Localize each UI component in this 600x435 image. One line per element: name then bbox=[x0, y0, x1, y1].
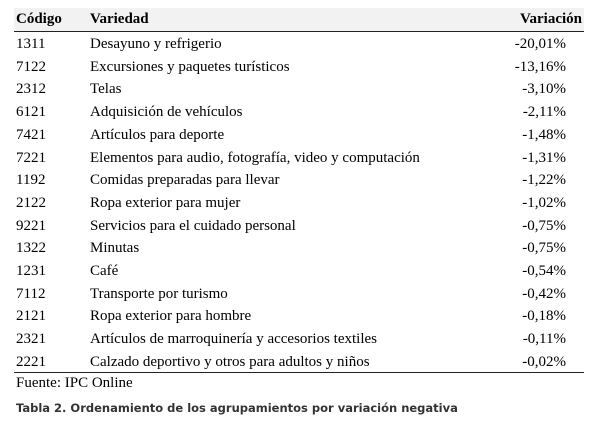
change-cell: -0,75% bbox=[522, 240, 566, 257]
change-cell: -0,02% bbox=[522, 353, 566, 370]
change-cell: -20,01% bbox=[514, 36, 566, 52]
variety-cell: Artículos para deporte bbox=[90, 126, 225, 143]
code-cell: 7221 bbox=[16, 149, 46, 166]
code-cell: 2321 bbox=[16, 331, 46, 348]
variety-cell: Ropa exterior para hombre bbox=[90, 308, 252, 325]
code-cell: 7421 bbox=[16, 126, 46, 143]
change-cell: -1,48% bbox=[522, 126, 566, 143]
code-cell: 1231 bbox=[16, 263, 46, 279]
variety-cell: Calzado deportivo y otros para adultos y… bbox=[90, 353, 370, 370]
header-change: Variación bbox=[520, 11, 582, 27]
variety-cell: Desayuno y refrigerio bbox=[90, 36, 222, 52]
change-cell: -0,54% bbox=[522, 263, 566, 279]
code-cell: 1192 bbox=[16, 172, 46, 189]
code-cell: 6121 bbox=[16, 104, 46, 121]
bottom-rule bbox=[14, 372, 584, 373]
variety-cell: Telas bbox=[90, 81, 122, 98]
variety-cell: Artículos de marroquinería y accesorios … bbox=[90, 331, 377, 348]
change-cell: -3,10% bbox=[522, 81, 566, 98]
code-cell: 2122 bbox=[16, 194, 46, 211]
source-note: Fuente: IPC Online bbox=[16, 375, 133, 391]
variety-cell: Adquisición de vehículos bbox=[90, 104, 243, 121]
change-cell: -0,42% bbox=[522, 285, 566, 302]
change-cell: -0,18% bbox=[522, 308, 566, 325]
change-cell: -1,31% bbox=[522, 149, 566, 166]
change-cell: -2,11% bbox=[522, 104, 566, 121]
header-code: Código bbox=[16, 11, 62, 27]
header-rule bbox=[14, 31, 584, 32]
variety-cell: Comidas preparadas para llevar bbox=[90, 172, 280, 189]
variety-cell: Servicios para el cuidado personal bbox=[90, 217, 296, 234]
code-cell: 2121 bbox=[16, 308, 46, 325]
change-cell: -1,22% bbox=[522, 172, 566, 189]
code-cell: 2221 bbox=[16, 353, 46, 370]
change-cell: -0,75% bbox=[522, 217, 566, 234]
variety-cell: Elementos para audio, fotografía, video … bbox=[90, 149, 420, 166]
change-cell: -1,02% bbox=[522, 194, 566, 211]
change-cell: -13,16% bbox=[514, 58, 566, 75]
code-cell: 9221 bbox=[16, 217, 46, 234]
variety-cell: Ropa exterior para mujer bbox=[90, 194, 241, 211]
variety-cell: Transporte por turismo bbox=[90, 285, 228, 302]
variety-cell: Café bbox=[90, 263, 119, 279]
code-cell: 1322 bbox=[16, 240, 46, 257]
change-cell: -0,11% bbox=[522, 331, 566, 348]
variety-cell: Excursiones y paquetes turísticos bbox=[90, 58, 290, 75]
code-cell: 7122 bbox=[16, 58, 46, 75]
header-background bbox=[14, 8, 584, 31]
variety-cell: Minutas bbox=[90, 240, 140, 257]
code-cell: 1311 bbox=[16, 36, 46, 52]
table-caption: Tabla 2. Ordenamiento de los agrupamient… bbox=[16, 401, 458, 415]
header-variety: Variedad bbox=[90, 11, 149, 27]
code-cell: 2312 bbox=[16, 81, 46, 98]
code-cell: 7112 bbox=[16, 285, 46, 302]
